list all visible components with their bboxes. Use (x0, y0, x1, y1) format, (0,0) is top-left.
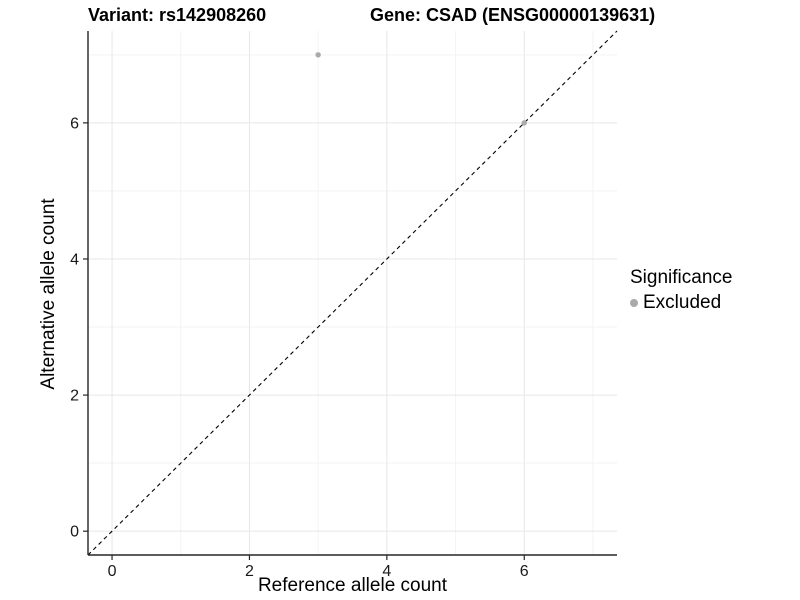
legend-item-excluded: Excluded (630, 292, 798, 314)
identity-reference-line (87, 30, 618, 556)
data-point (521, 120, 527, 126)
legend-title: Significance (630, 267, 733, 288)
x-tick-label: 4 (382, 563, 391, 580)
y-tick-label: 4 (70, 251, 79, 268)
x-tick-label: 6 (520, 563, 529, 580)
x-tick-label: 0 (108, 563, 117, 580)
data-point (315, 52, 321, 58)
plot-title-variant: Variant: rs142908260 (88, 5, 267, 25)
x-tick-label: 2 (245, 563, 254, 580)
legend-key-dot-icon (630, 299, 638, 307)
y-axis-title: Alternative allele count (38, 198, 59, 390)
y-tick-label: 6 (70, 115, 79, 132)
legend-item-label: Excluded (643, 292, 722, 313)
y-tick-label: 2 (70, 388, 79, 405)
x-axis-title: Reference allele count (257, 575, 448, 596)
plot-title-gene: Gene: CSAD (ENSG00000139631) (370, 5, 656, 25)
y-tick-label: 0 (70, 524, 79, 541)
legend: Significance Excluded (630, 267, 798, 314)
